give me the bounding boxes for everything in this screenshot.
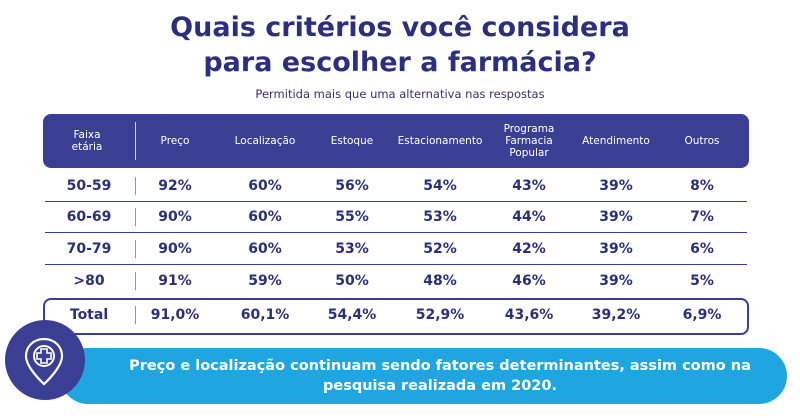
row-separator bbox=[135, 272, 136, 290]
banner-text: Preço e localização continuam sendo fato… bbox=[120, 348, 760, 404]
table-cell: 60% bbox=[248, 209, 282, 225]
row-label: 50-59 bbox=[66, 178, 112, 194]
table-cell: 39% bbox=[599, 209, 633, 225]
header-col-3: Estoque bbox=[331, 114, 373, 168]
table-cell: 39% bbox=[599, 241, 633, 257]
header-col-5-text: Farmacia bbox=[505, 135, 553, 147]
header-col-2-text: Localização bbox=[234, 135, 296, 147]
row-separator bbox=[135, 177, 136, 195]
header-col-6: Atendimento bbox=[582, 114, 650, 168]
table-cell: 43,6% bbox=[504, 307, 554, 323]
table-header: Faixa etária Preço Localização Estoque Estaci… bbox=[43, 114, 749, 168]
row-divider bbox=[45, 264, 747, 265]
table-cell: 44% bbox=[512, 209, 546, 225]
header-age-group-text: etária bbox=[71, 141, 103, 153]
row-label: 60-69 bbox=[66, 209, 112, 225]
table-cell: 92% bbox=[158, 178, 192, 194]
row-label: 70-79 bbox=[66, 241, 112, 257]
table-cell: 39,2% bbox=[591, 307, 641, 323]
header-col-4-text: Estacionamento bbox=[397, 135, 483, 147]
total-row-frame bbox=[43, 298, 749, 335]
table-cell: 54% bbox=[423, 178, 457, 194]
table-cell: 55% bbox=[335, 209, 369, 225]
title-line-1: Quais critérios você considera bbox=[170, 12, 630, 43]
row-separator bbox=[135, 240, 136, 258]
header-age-group: Faixa etária bbox=[72, 114, 103, 168]
table-cell: 90% bbox=[158, 241, 192, 257]
header-col-5-text: Popular bbox=[509, 147, 549, 159]
table-cell: 50% bbox=[335, 273, 369, 289]
row-label: Total bbox=[69, 307, 109, 323]
table-cell: 46% bbox=[512, 273, 546, 289]
header-col-7: Outros bbox=[684, 114, 719, 168]
table-cell: 39% bbox=[599, 273, 633, 289]
header-separator bbox=[135, 122, 136, 160]
row-separator bbox=[135, 306, 136, 324]
total-row: Total 91,0% 60,1% 54,4% 52,9% 43,6% 39,2% 6,9% bbox=[45, 299, 747, 331]
header-age-group-text: Faixa bbox=[73, 129, 101, 141]
row-divider bbox=[45, 232, 747, 233]
header-col-4: Estacionamento bbox=[398, 114, 483, 168]
table-cell: 53% bbox=[335, 241, 369, 257]
table-cell: 6% bbox=[690, 241, 714, 257]
header-col-7-text: Outros bbox=[684, 135, 720, 147]
table-cell: 5% bbox=[690, 273, 714, 289]
row-divider bbox=[45, 201, 747, 202]
header-col-5-text: Programa bbox=[503, 123, 555, 135]
footer-banner: Preço e localização continuam sendo fato… bbox=[60, 348, 787, 404]
header-col-6-text: Atendimento bbox=[582, 135, 650, 147]
header-col-3-text: Estoque bbox=[330, 135, 374, 147]
title-line-2: para escolher a farmácia? bbox=[203, 47, 597, 78]
table-cell: 90% bbox=[158, 209, 192, 225]
pharmacy-location-pin-icon bbox=[24, 337, 64, 386]
table-cell: 42% bbox=[512, 241, 546, 257]
table-cell: 43% bbox=[512, 178, 546, 194]
table-cell: 52% bbox=[423, 241, 457, 257]
header-col-1-text: Preço bbox=[160, 135, 190, 147]
header-col-5: Programa Farmacia Popular bbox=[504, 114, 555, 168]
header-col-2: Localização bbox=[235, 114, 296, 168]
table-cell: 6,9% bbox=[682, 307, 722, 323]
row-separator bbox=[135, 208, 136, 226]
table-cell: 60% bbox=[248, 178, 282, 194]
table-row: >80 91% 59% 50% 48% 46% 39% 5% bbox=[45, 265, 747, 297]
header-col-1: Preço bbox=[161, 114, 190, 168]
table-cell: 7% bbox=[690, 209, 714, 225]
table-row: 60-69 90% 60% 55% 53% 44% 39% 7% bbox=[45, 201, 747, 233]
table-cell: 39% bbox=[599, 178, 633, 194]
banner-line-2: pesquisa realizada em 2020. bbox=[323, 378, 557, 394]
page-title: Quais critérios você considera para esco… bbox=[0, 10, 800, 80]
table-cell: 91% bbox=[158, 273, 192, 289]
pin-badge bbox=[5, 320, 85, 400]
table-cell: 54,4% bbox=[327, 307, 377, 323]
table-row: 70-79 90% 60% 53% 52% 42% 39% 6% bbox=[45, 233, 747, 265]
table-cell: 56% bbox=[335, 178, 369, 194]
subtitle: Permitida mais que uma alternativa nas r… bbox=[255, 87, 545, 101]
table-row: 50-59 92% 60% 56% 54% 43% 39% 8% bbox=[45, 170, 747, 202]
table-cell: 48% bbox=[423, 273, 457, 289]
table-cell: 8% bbox=[690, 178, 714, 194]
table-cell: 53% bbox=[423, 209, 457, 225]
table-cell: 91,0% bbox=[150, 307, 200, 323]
table-cell: 60% bbox=[248, 241, 282, 257]
table-cell: 52,9% bbox=[415, 307, 465, 323]
banner-line-1: Preço e localização continuam sendo fato… bbox=[129, 358, 751, 374]
table-cell: 60,1% bbox=[240, 307, 290, 323]
row-label: >80 bbox=[73, 273, 105, 289]
table-cell: 59% bbox=[248, 273, 282, 289]
